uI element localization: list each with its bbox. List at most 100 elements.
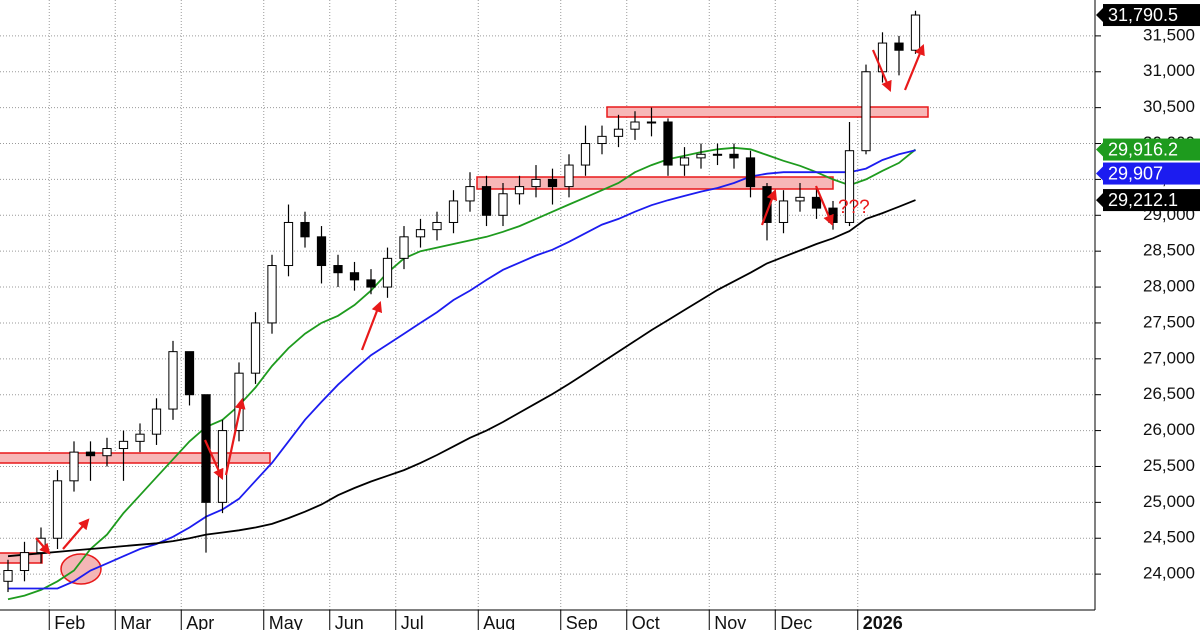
candle-body	[465, 186, 475, 202]
candle-body	[366, 279, 376, 288]
candle-body	[382, 257, 393, 288]
candle-body	[663, 121, 673, 166]
candle-body	[415, 229, 426, 238]
candle-body	[811, 196, 822, 209]
arrow	[814, 185, 834, 227]
highlight-ellipse	[60, 553, 102, 585]
candle-body	[696, 153, 706, 159]
last-value-pointer	[1096, 192, 1104, 209]
candle-body	[498, 193, 508, 216]
y-tick-label: 26,500	[1143, 384, 1195, 403]
arrow	[360, 300, 382, 351]
candle-body	[613, 128, 624, 137]
candle-body	[135, 433, 145, 442]
last-value-box	[1103, 4, 1200, 27]
candle-body	[448, 200, 459, 223]
last-value-box	[1103, 162, 1200, 185]
arrow	[903, 43, 925, 91]
candle-body	[597, 135, 607, 145]
x-tick-label: Apr	[186, 613, 214, 630]
last-value-pointer	[1096, 141, 1104, 158]
candle-body	[547, 178, 558, 188]
candle-body	[910, 14, 921, 51]
resistance-zone	[0, 452, 271, 464]
last-value-label: 29,212.1	[1108, 190, 1178, 210]
candle-body	[712, 153, 723, 156]
candle-body	[646, 121, 657, 124]
candle-body	[184, 351, 195, 396]
zones	[0, 106, 929, 585]
candle-body	[52, 480, 63, 539]
candle-body	[85, 451, 96, 457]
y-tick-label: 31,500	[1143, 25, 1195, 44]
candle-body	[283, 221, 294, 267]
candle-body	[19, 552, 30, 572]
arrow	[224, 397, 246, 476]
candle-body	[399, 236, 409, 259]
candle-body	[316, 236, 327, 267]
axis-background	[1095, 0, 1200, 630]
candle-body	[267, 265, 277, 324]
candle-body	[333, 265, 343, 274]
x-tick-label: Jul	[401, 613, 424, 630]
moving-average-line	[7, 146, 917, 601]
candle-body	[894, 42, 904, 51]
candle-body	[102, 448, 112, 457]
annotation: ???	[838, 197, 870, 218]
y-tick-label: 30,500	[1143, 97, 1195, 116]
last-value-box	[1103, 189, 1200, 212]
candle-body	[201, 394, 211, 503]
arrow	[760, 188, 777, 226]
x-tick-label: 2026	[863, 613, 903, 630]
candle-body	[217, 430, 228, 503]
arrow	[871, 49, 892, 93]
last-value-label: 29,916.2	[1108, 139, 1178, 159]
y-tick-label: 27,500	[1143, 312, 1195, 331]
candle-body	[580, 143, 591, 166]
arrow	[35, 537, 51, 555]
candle-body	[861, 71, 871, 152]
x-tick-label: Sep	[566, 613, 598, 630]
x-tick-label: Mar	[120, 613, 151, 630]
x-tick-label: Oct	[632, 613, 660, 630]
candle-body	[729, 153, 739, 159]
candle-body	[3, 570, 13, 582]
x-tick-label: Jun	[335, 613, 364, 630]
candle-body	[564, 164, 574, 188]
y-tick-label: 27,000	[1143, 348, 1195, 367]
x-tick-label: Nov	[714, 613, 746, 630]
y-tick-label: 31,000	[1143, 61, 1195, 80]
candle-body	[481, 186, 492, 216]
resistance-zone	[476, 176, 834, 190]
candle-body	[151, 408, 162, 435]
candle-body	[778, 200, 789, 223]
y-tick-label: 26,000	[1143, 420, 1195, 439]
candle-body	[168, 351, 178, 410]
candle-body	[69, 451, 79, 482]
candle-body	[531, 178, 541, 188]
last-value-pointer	[1096, 165, 1104, 182]
y-tick-label: 24,000	[1143, 564, 1195, 583]
y-tick-label: 25,500	[1143, 456, 1195, 475]
candle-body	[250, 322, 261, 374]
arrow	[62, 518, 90, 550]
y-tick-label: 24,500	[1143, 528, 1195, 547]
axis: 24,000 24,500 25,000 25,500 26,000 26,500 27,0…	[48, 4, 1200, 630]
plot	[3, 10, 921, 601]
last-value-label: 29,907	[1108, 163, 1163, 183]
candle-body	[795, 196, 805, 202]
last-value-pointer	[1096, 7, 1104, 24]
y-tick-label: 25,000	[1143, 492, 1195, 511]
candle-body	[679, 157, 690, 166]
x-tick-label: Aug	[483, 613, 515, 630]
candle-body	[300, 221, 310, 238]
candle-body	[762, 186, 772, 223]
candle-body	[514, 186, 525, 195]
y-tick-label: 28,500	[1143, 241, 1195, 260]
last-value-box	[1103, 138, 1200, 161]
arrows	[35, 43, 925, 555]
candle-body	[432, 221, 442, 231]
candle-body	[745, 157, 756, 188]
